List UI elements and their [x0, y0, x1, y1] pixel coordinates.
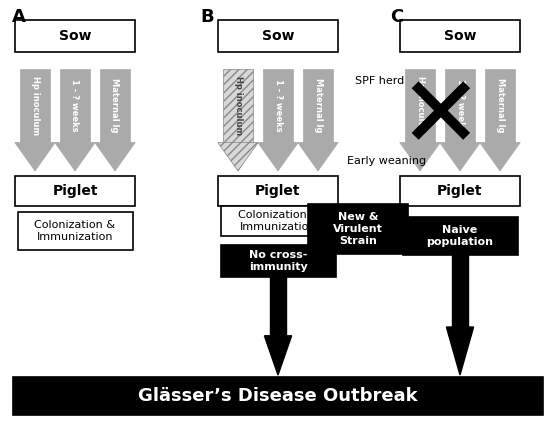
Bar [13, 377, 543, 415]
Bar [17, 212, 132, 250]
Text: Sow: Sow [59, 29, 91, 43]
Polygon shape [95, 143, 135, 171]
Bar [400, 176, 520, 206]
Text: Sow: Sow [262, 29, 294, 43]
Polygon shape [400, 143, 440, 171]
Polygon shape [402, 222, 406, 236]
Bar [221, 206, 335, 236]
Text: Colonization &
Immunization: Colonization & Immunization [34, 220, 116, 242]
Text: Maternal Ig: Maternal Ig [111, 78, 120, 133]
Text: ✕: ✕ [398, 72, 482, 168]
Text: Hp inoculum: Hp inoculum [415, 76, 424, 135]
Text: Piglet: Piglet [255, 184, 301, 198]
Text: 1 - ? weeks: 1 - ? weeks [274, 79, 282, 132]
Text: Colonization &
Immunization: Colonization & Immunization [237, 210, 319, 232]
Text: 1 - ? weeks: 1 - ? weeks [455, 79, 464, 132]
Polygon shape [20, 69, 50, 143]
Text: B: B [200, 8, 214, 26]
Text: New &
Virulent
Strain: New & Virulent Strain [333, 212, 383, 245]
Text: Glässer’s Disease Outbreak: Glässer’s Disease Outbreak [138, 387, 418, 405]
Polygon shape [298, 143, 338, 171]
Text: Piglet: Piglet [52, 184, 98, 198]
Bar [15, 20, 135, 52]
Text: Sow: Sow [444, 29, 476, 43]
Text: Hp inoculum: Hp inoculum [31, 76, 39, 135]
Polygon shape [445, 69, 475, 143]
Polygon shape [223, 69, 253, 143]
Polygon shape [308, 222, 327, 236]
Text: A: A [12, 8, 26, 26]
Polygon shape [452, 255, 468, 327]
Text: Maternal Ig: Maternal Ig [314, 78, 322, 133]
Polygon shape [270, 277, 286, 336]
Polygon shape [303, 69, 333, 143]
Text: Maternal Ig: Maternal Ig [495, 78, 504, 133]
Polygon shape [54, 143, 95, 171]
Text: No cross-
immunity: No cross- immunity [249, 250, 307, 272]
Bar [221, 245, 335, 277]
Text: Naive
population: Naive population [426, 225, 494, 247]
Polygon shape [100, 69, 130, 143]
Polygon shape [406, 217, 408, 241]
Polygon shape [440, 143, 480, 171]
Text: Hp inoculum: Hp inoculum [234, 76, 242, 135]
Bar [400, 20, 520, 52]
Polygon shape [258, 143, 298, 171]
Text: Piglet: Piglet [437, 184, 483, 198]
Polygon shape [60, 69, 90, 143]
Polygon shape [405, 69, 435, 143]
Text: SPF herd: SPF herd [355, 76, 404, 86]
Polygon shape [327, 217, 336, 241]
Polygon shape [265, 336, 291, 375]
Bar [15, 176, 135, 206]
Text: Early weaning: Early weaning [347, 156, 426, 166]
Text: C: C [390, 8, 403, 26]
Polygon shape [263, 69, 293, 143]
Bar [308, 204, 408, 254]
Polygon shape [218, 143, 258, 171]
Polygon shape [446, 327, 474, 375]
Text: 1 - ? weeks: 1 - ? weeks [71, 79, 80, 132]
Bar [403, 217, 518, 255]
Bar [218, 20, 338, 52]
Polygon shape [15, 143, 55, 171]
Bar [218, 176, 338, 206]
Polygon shape [485, 69, 515, 143]
Polygon shape [480, 143, 520, 171]
